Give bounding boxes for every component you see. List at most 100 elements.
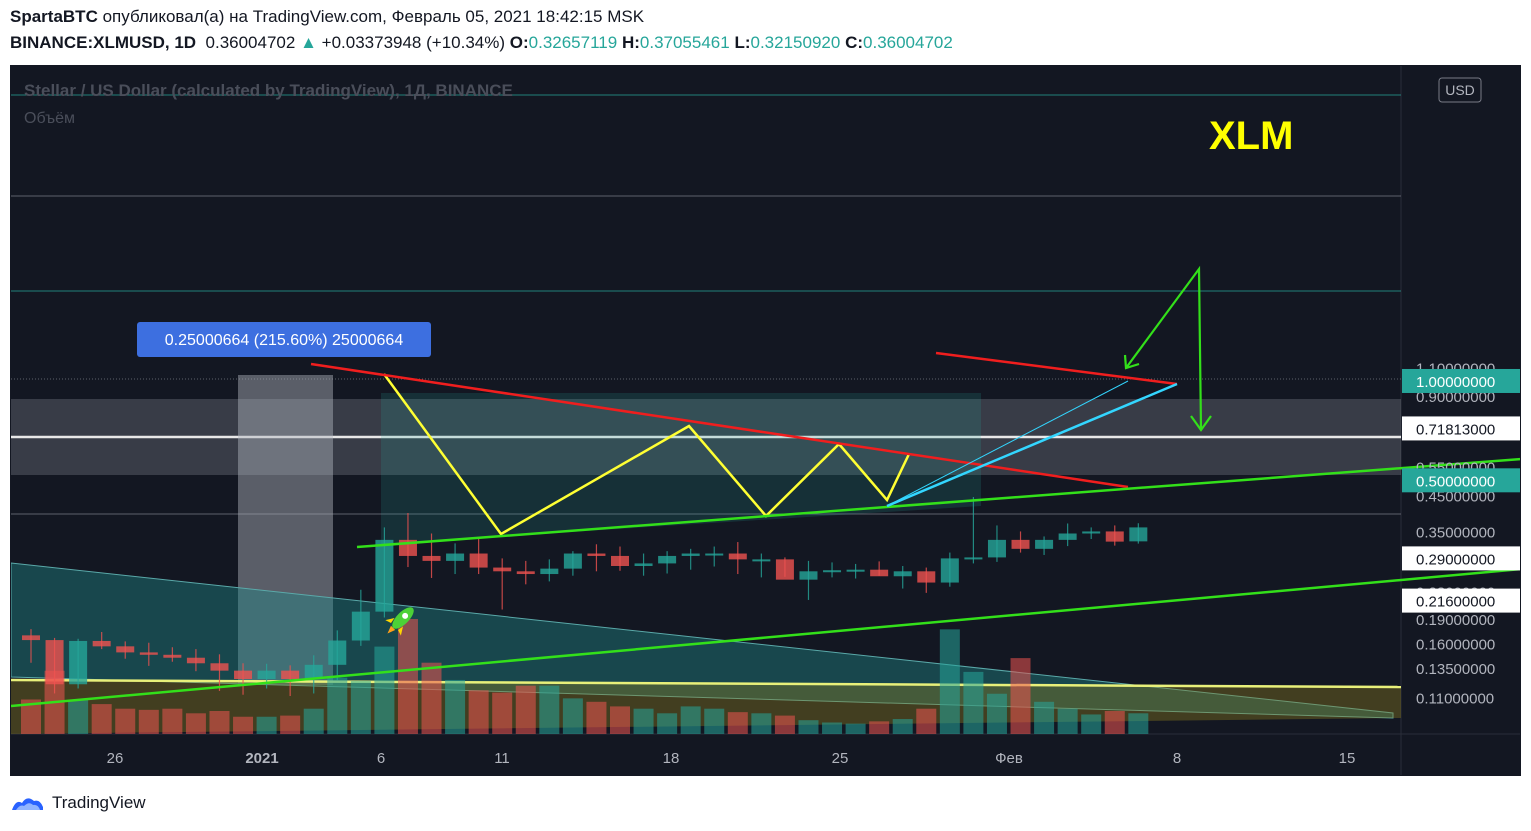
- publish-text: опубликовал(а) на TradingView.com, Февра…: [102, 7, 645, 26]
- candle[interactable]: [658, 551, 677, 574]
- tradingview-logo-icon: [12, 798, 43, 810]
- candle[interactable]: [92, 632, 111, 650]
- candle[interactable]: [22, 629, 40, 663]
- volume-bar: [1128, 713, 1149, 734]
- candle[interactable]: [45, 637, 64, 694]
- volume-bar: [138, 709, 159, 734]
- candle[interactable]: [681, 548, 700, 570]
- price-tick-label: 0.16000000: [1416, 637, 1495, 654]
- candle[interactable]: [775, 557, 794, 580]
- volume-bar: [421, 662, 442, 734]
- candle[interactable]: [893, 566, 912, 589]
- candle[interactable]: [69, 638, 88, 689]
- chart-panel[interactable]: Stellar / US Dollar (calculated by Tradi…: [10, 65, 1521, 776]
- price-level-badge[interactable]: 1.00000000: [1402, 368, 1521, 393]
- price-tick-label: 0.11000000: [1416, 690, 1494, 707]
- price-tick-label: 0.90000000: [1416, 389, 1495, 406]
- candle[interactable]: [823, 562, 842, 578]
- candle[interactable]: [728, 542, 747, 575]
- candle[interactable]: [752, 553, 771, 578]
- volume-bar: [869, 721, 890, 734]
- candle[interactable]: [705, 546, 724, 567]
- volume-bar: [963, 671, 984, 734]
- symbol-label: BINANCE:XLMUSD, 1D: [10, 33, 197, 52]
- price-chart[interactable]: Stellar / US Dollar (calculated by Tradi…: [11, 66, 1521, 776]
- candle[interactable]: [563, 551, 582, 576]
- measure-box[interactable]: [238, 375, 333, 685]
- volume-bar: [822, 722, 843, 734]
- volume-bar: [892, 719, 913, 734]
- candle[interactable]: [446, 543, 465, 575]
- price-level-badge[interactable]: 0.71813000: [1402, 416, 1521, 441]
- candle[interactable]: [1058, 523, 1077, 547]
- candle[interactable]: [234, 663, 253, 695]
- candle[interactable]: [1011, 531, 1030, 553]
- last-price: 0.36004702: [205, 33, 296, 52]
- price-level-badge[interactable]: 0.29000000: [1402, 546, 1521, 571]
- volume-bar: [303, 708, 324, 734]
- brand-footer[interactable]: TradingView: [10, 792, 146, 814]
- price-tick-label: 0.19000000: [1416, 612, 1495, 629]
- price-tick-label: 0.35000000: [1416, 524, 1495, 541]
- candle[interactable]: [987, 525, 1006, 562]
- open-label: O:: [509, 33, 529, 52]
- candle[interactable]: [469, 538, 488, 575]
- price-level-badge[interactable]: 0.50000000: [1402, 468, 1521, 493]
- volume-bar: [162, 708, 183, 734]
- measure-label[interactable]: 0.25000664 (215.60%) 25000664: [137, 322, 431, 357]
- candle[interactable]: [1082, 527, 1101, 540]
- volume-bar: [280, 715, 301, 734]
- ticker-annotation: XLM: [1209, 114, 1293, 158]
- volume-bar: [185, 713, 206, 734]
- candle[interactable]: [1129, 523, 1148, 544]
- candle[interactable]: [1105, 525, 1124, 546]
- candle[interactable]: [328, 630, 347, 681]
- author-name[interactable]: SpartaBTC: [10, 7, 98, 26]
- candle[interactable]: [799, 560, 818, 600]
- volume-bar: [586, 701, 607, 734]
- price-level-label: 0.71813000: [1416, 421, 1495, 438]
- volume-bar: [774, 715, 795, 734]
- candle[interactable]: [1035, 536, 1054, 555]
- candle[interactable]: [846, 563, 865, 579]
- time-tick-label: 2021: [245, 750, 278, 767]
- price-level-label: 0.50000000: [1416, 473, 1495, 490]
- ohlc-bar: BINANCE:XLMUSD, 1D 0.36004702 ▲ +0.03373…: [10, 33, 953, 53]
- high-value: 0.37055461: [639, 33, 730, 52]
- candle[interactable]: [964, 497, 983, 564]
- volume-bar: [610, 706, 630, 734]
- candle[interactable]: [870, 561, 889, 577]
- candle[interactable]: [940, 552, 959, 587]
- candle[interactable]: [375, 527, 394, 618]
- candle[interactable]: [163, 647, 182, 662]
- time-tick-label: 8: [1173, 750, 1181, 767]
- legend-volume: Объём: [24, 110, 75, 127]
- candle[interactable]: [186, 649, 205, 672]
- volume-bar: [1010, 658, 1031, 734]
- volume-bar: [374, 646, 395, 734]
- candle[interactable]: [634, 553, 653, 576]
- volume-bar: [1034, 701, 1055, 734]
- candle[interactable]: [304, 655, 323, 694]
- currency-button[interactable]: USD: [1438, 77, 1482, 103]
- candle[interactable]: [516, 560, 535, 585]
- time-tick-label: 15: [1339, 750, 1356, 767]
- candle[interactable]: [257, 663, 276, 689]
- volume-bar: [397, 619, 418, 734]
- volume-bar: [704, 708, 725, 734]
- candle[interactable]: [139, 642, 158, 666]
- candle[interactable]: [917, 567, 936, 593]
- candle[interactable]: [540, 559, 559, 582]
- candle[interactable]: [351, 589, 370, 646]
- candle[interactable]: [493, 558, 512, 610]
- candle[interactable]: [210, 654, 229, 691]
- candle[interactable]: [587, 544, 606, 572]
- rocket-icon: [385, 607, 414, 636]
- candle[interactable]: [116, 641, 135, 659]
- price-level-badge[interactable]: 0.21600000: [1402, 588, 1521, 613]
- volume-bar: [492, 692, 513, 734]
- price-tick-label: 0.13500000: [1416, 661, 1495, 678]
- price-level-label: 0.21600000: [1416, 594, 1495, 611]
- volume-bar: [115, 708, 136, 734]
- candle[interactable]: [611, 546, 629, 571]
